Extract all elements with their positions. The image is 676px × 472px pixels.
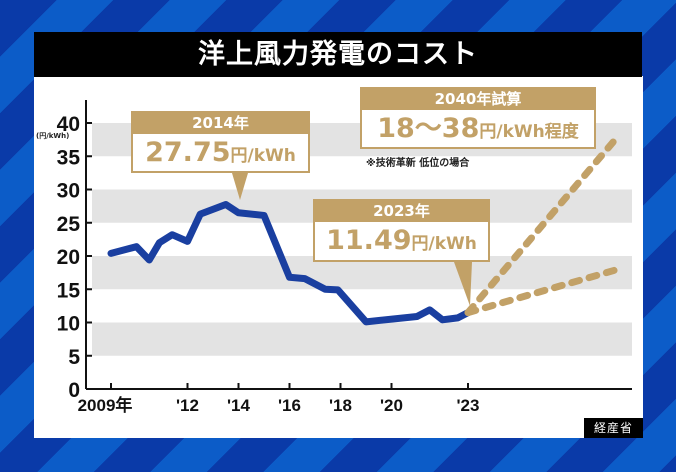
chart-title: 洋上風力発電のコスト (34, 32, 642, 77)
callout-2040-value: 18〜38円/kWh程度 (377, 113, 579, 144)
projection-line-1 (464, 132, 622, 317)
callout-2014-header: 2014年 (133, 113, 308, 134)
x-tick-label: '23 (457, 396, 480, 415)
y-tick-label: 30 (57, 180, 80, 203)
source-label: 経産省 (584, 418, 643, 438)
callout-2014-value: 27.75円/kWh (145, 137, 296, 168)
x-tick-label: '20 (380, 396, 403, 415)
x-tick-label: '14 (227, 396, 250, 415)
y-tick-label: 10 (57, 313, 80, 336)
callout-2014-pointer (232, 173, 248, 200)
grid-band (92, 322, 632, 356)
y-tick-label: 20 (57, 246, 80, 269)
projection-note: ※技術革新 低位の場合 (366, 158, 470, 169)
y-axis-unit: (円/kWh) (36, 132, 70, 140)
y-tick-label: 35 (57, 146, 81, 169)
callout-2040-header: 2040年試算 (362, 89, 594, 110)
y-tick-label: 5 (68, 346, 80, 369)
callout-2014: 2014年 27.75円/kWh (131, 111, 310, 173)
x-tick-label: '12 (176, 396, 199, 415)
callout-2023-pointer (454, 262, 472, 306)
y-tick-label: 0 (68, 379, 80, 402)
callout-2040: 2040年試算 18〜38円/kWh程度 (360, 87, 596, 149)
cost-line (107, 200, 472, 326)
x-tick-label: 2009年 (78, 395, 133, 415)
callout-2023-value: 11.49円/kWh (326, 225, 477, 256)
callout-2023: 2023年 11.49円/kWh (313, 199, 490, 262)
x-tick-label: '18 (329, 396, 352, 415)
y-tick-label: 25 (57, 213, 81, 236)
projection-line-2 (464, 265, 622, 317)
callout-2023-header: 2023年 (315, 201, 488, 222)
y-tick-label: 40 (57, 113, 80, 136)
x-tick-label: '16 (278, 396, 301, 415)
y-tick-label: 15 (57, 279, 81, 302)
